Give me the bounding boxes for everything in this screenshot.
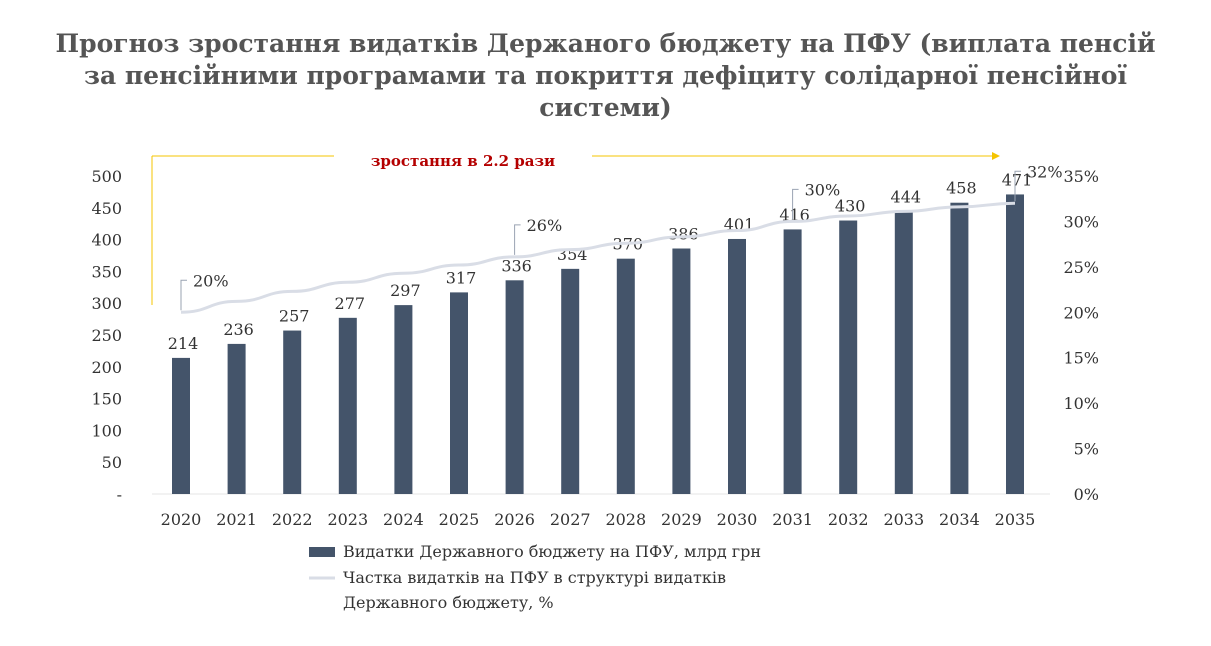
x-tick-label: 2026 <box>494 510 535 529</box>
right-tick-label: 30% <box>1063 212 1099 231</box>
legend-bar-swatch <box>309 547 335 557</box>
left-tick-label: 500 <box>91 167 122 186</box>
x-tick-label: 2023 <box>327 510 368 529</box>
left-tick-label: 400 <box>91 231 122 250</box>
bar-value-label: 458 <box>946 179 977 198</box>
bar <box>561 268 580 494</box>
left-tick-label: 50 <box>102 453 122 472</box>
x-tick-label: 2031 <box>772 510 813 529</box>
left-tick-label: 250 <box>91 326 122 345</box>
right-tick-label: 15% <box>1063 349 1099 368</box>
x-tick-label: 2025 <box>439 510 480 529</box>
line-value-label: 20% <box>193 271 229 290</box>
x-tick-label: 2032 <box>828 510 869 529</box>
bar-value-label: 277 <box>335 294 366 313</box>
line-label-leader <box>180 279 187 311</box>
left-tick-label: 450 <box>91 199 122 218</box>
left-tick-label: - <box>117 485 122 504</box>
bar <box>616 258 635 494</box>
right-tick-label: 20% <box>1063 303 1099 322</box>
legend-line-label-cont: Державного бюджету, % <box>343 593 554 612</box>
bar-value-label: 214 <box>168 334 199 353</box>
line-label-leader <box>514 224 521 255</box>
bar <box>839 220 858 494</box>
chart-title: Прогноз зростання видатків Держаного бюд… <box>55 29 1156 122</box>
bar <box>450 292 468 494</box>
bar <box>227 343 246 494</box>
bar <box>338 317 357 494</box>
growth-arrowhead <box>992 152 1000 160</box>
left-tick-label: 100 <box>91 421 122 440</box>
line-label-leader <box>792 188 799 220</box>
bar <box>672 248 691 494</box>
bar-value-label: 297 <box>390 281 421 300</box>
x-tick-label: 2021 <box>216 510 257 529</box>
right-tick-label: 0% <box>1074 485 1099 504</box>
x-tick-label: 2028 <box>605 510 646 529</box>
x-axis: 2020 2021 2022 2023 2024 2025 2026 2027 2028 2029… <box>161 510 1036 529</box>
bar <box>783 229 802 494</box>
line-value-label: 26% <box>527 216 563 235</box>
bar-value-label: 430 <box>835 197 866 216</box>
right-tick-label: 35% <box>1063 167 1099 186</box>
line-value-label: 30% <box>805 180 841 199</box>
right-tick-label: 5% <box>1074 440 1099 459</box>
share-line: 20% 26% 30% 32% <box>180 162 1063 314</box>
bar-value-label: 444 <box>891 188 922 207</box>
x-tick-label: 2027 <box>550 510 591 529</box>
line-label-leader <box>1014 170 1021 202</box>
left-axis: - 50 100 150 200 250 300 350 400 450 500 <box>91 167 122 504</box>
share-line-path <box>180 201 1016 314</box>
x-tick-label: 2029 <box>661 510 702 529</box>
x-tick-label: 2020 <box>161 510 202 529</box>
bar <box>894 211 913 494</box>
bar <box>394 305 413 494</box>
growth-arrow: зростання в 2.2 рази <box>151 152 1000 305</box>
bar-value-label: 471 <box>1002 170 1033 189</box>
left-tick-label: 150 <box>91 390 122 409</box>
legend-line-label: Частка видатків на ПФУ в структурі видат… <box>343 568 726 587</box>
x-tick-label: 2034 <box>939 510 980 529</box>
bar <box>1006 194 1024 494</box>
x-tick-label: 2033 <box>883 510 924 529</box>
bar-value-label: 336 <box>501 256 532 275</box>
bar <box>283 330 302 494</box>
left-tick-label: 350 <box>91 262 122 281</box>
x-tick-label: 2024 <box>383 510 424 529</box>
growth-annotation: зростання в 2.2 рази <box>371 152 555 170</box>
bar <box>505 280 524 494</box>
left-tick-label: 200 <box>91 358 122 377</box>
bar-value-label: 257 <box>279 307 310 326</box>
x-tick-label: 2035 <box>995 510 1036 529</box>
right-axis: 0% 5% 10% 15% 20% 25% 30% 35% <box>1063 167 1099 504</box>
bar <box>728 238 746 494</box>
bar <box>950 202 969 494</box>
right-tick-label: 10% <box>1063 394 1099 413</box>
bar-value-label: 236 <box>223 320 254 339</box>
legend-bar-label: Видатки Державного бюджету на ПФУ, млрд … <box>343 542 761 561</box>
left-tick-label: 300 <box>91 294 122 313</box>
bar-value-label: 386 <box>668 225 699 244</box>
bar <box>172 357 190 494</box>
right-tick-label: 25% <box>1063 258 1099 277</box>
bar-value-label: 317 <box>446 268 477 287</box>
line-value-label: 32% <box>1027 162 1063 181</box>
x-tick-label: 2030 <box>717 510 758 529</box>
legend: Видатки Державного бюджету на ПФУ, млрд … <box>309 542 761 612</box>
x-tick-label: 2022 <box>272 510 313 529</box>
